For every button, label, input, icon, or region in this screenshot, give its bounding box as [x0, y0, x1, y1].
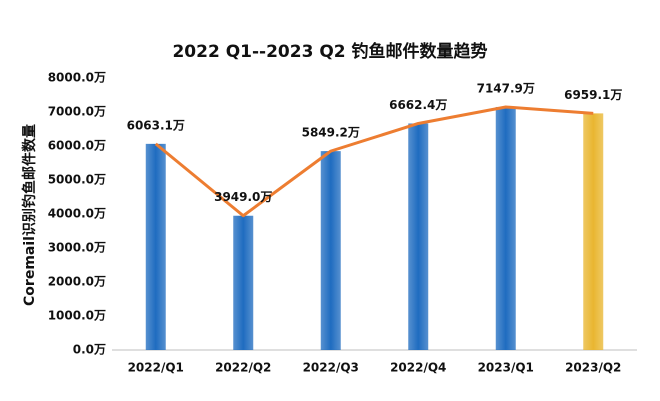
y-tick-label: 7000.0万 — [48, 105, 106, 119]
data-label: 6959.1万 — [564, 88, 622, 102]
data-label: 5849.2万 — [302, 126, 360, 140]
bar — [320, 151, 341, 350]
x-tick-label: 2022/Q4 — [390, 361, 446, 375]
bar — [495, 106, 516, 350]
x-tick-label: 2023/Q2 — [565, 361, 621, 375]
x-tick-label: 2023/Q1 — [478, 361, 534, 375]
y-tick-label: 8000.0万 — [48, 71, 106, 85]
x-tick-label: 2022/Q1 — [128, 361, 184, 375]
data-label: 7147.9万 — [477, 81, 535, 95]
y-tick-label: 1000.0万 — [48, 309, 106, 323]
x-tick-label: 2022/Q3 — [303, 361, 359, 375]
y-tick-label: 0.0万 — [73, 343, 106, 357]
y-tick-label: 2000.0万 — [48, 275, 106, 289]
data-label: 6063.1万 — [127, 118, 185, 132]
bar — [145, 143, 166, 350]
bar — [583, 113, 604, 351]
bar — [233, 215, 254, 350]
y-tick-label: 3000.0万 — [48, 241, 106, 255]
chart-title: 2022 Q1--2023 Q2 钓鱼邮件数量趋势 — [172, 41, 487, 62]
y-axis-title: Coremail识别钓鱼邮件数量 — [21, 124, 38, 306]
x-tick-label: 2022/Q2 — [215, 361, 271, 375]
y-tick-label: 4000.0万 — [48, 207, 106, 221]
data-label: 3949.0万 — [214, 190, 272, 204]
data-label: 6662.4万 — [389, 98, 447, 112]
y-tick-label: 6000.0万 — [48, 139, 106, 153]
y-tick-label: 5000.0万 — [48, 173, 106, 187]
bar — [408, 123, 429, 351]
trend-line — [154, 105, 594, 218]
